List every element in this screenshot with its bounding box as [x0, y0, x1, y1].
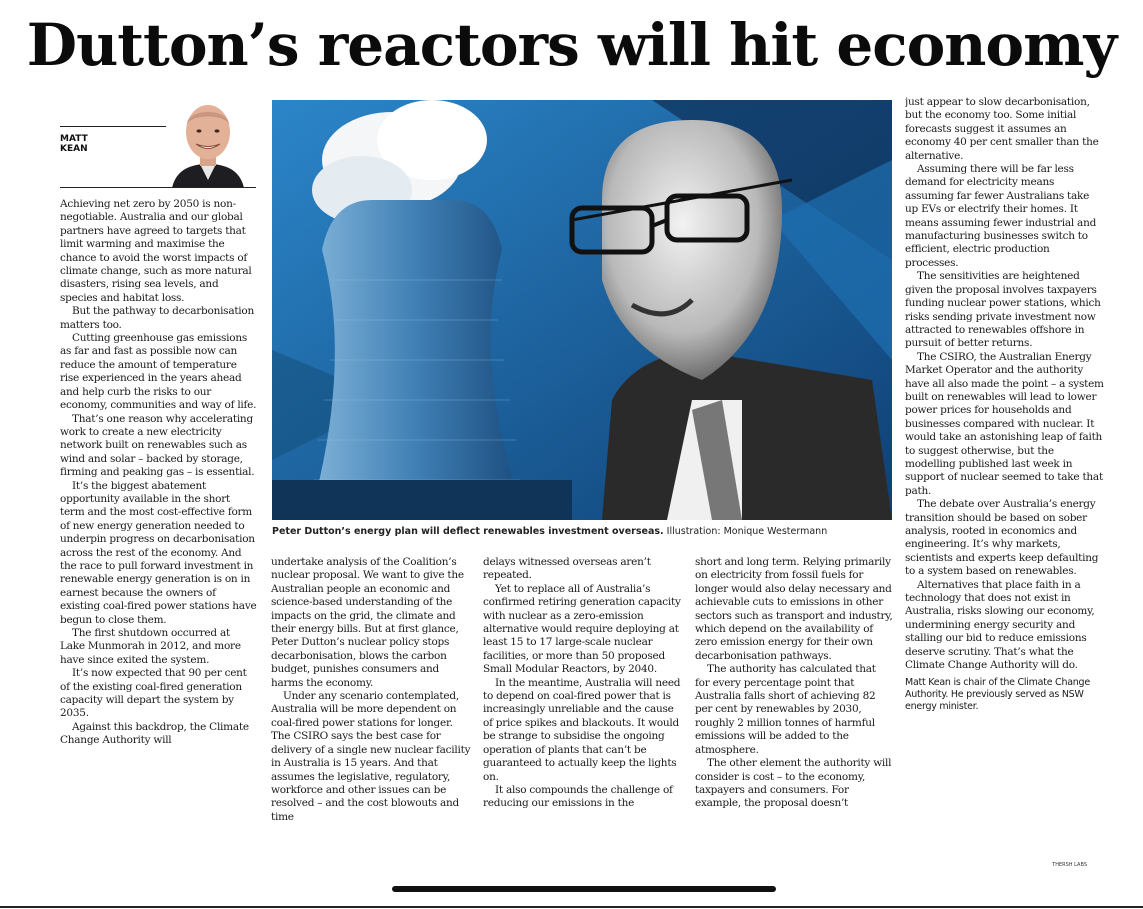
dutton-cooling-tower-illustration-icon: [272, 100, 892, 520]
home-indicator[interactable]: [392, 886, 776, 892]
column-3: delays witnessed overseas aren’t repeate…: [483, 556, 681, 856]
column-2: undertake analysis of the Coalition’s nu…: [271, 556, 471, 856]
bottom-border: [0, 906, 1143, 908]
photo-credit: Illustration: Monique Westermann: [666, 526, 828, 537]
caption-text: Peter Dutton’s energy plan will deflect …: [272, 526, 664, 537]
paragraph: It’s the biggest abatement opportunity a…: [60, 479, 257, 626]
paragraph: The authority has calculated that for ev…: [695, 663, 876, 756]
paragraph: The CSIRO, the Australian Energy Market …: [905, 350, 1104, 497]
paragraph: The debate over Australia’s energy trans…: [905, 498, 1099, 578]
column-4: short and long term. Relying primarily o…: [695, 556, 893, 856]
byline-rule: [60, 126, 168, 127]
main-illustration: [272, 100, 892, 520]
column-5: just appear to slow decarbonisation, but…: [905, 96, 1105, 856]
paragraph: It also compounds the challenge of reduc…: [483, 783, 673, 810]
byline-last-name: KEAN: [60, 144, 88, 154]
paragraph: But the pathway to decarbonisation matte…: [60, 305, 254, 331]
author-bio: Matt Kean is chair of the Climate Change…: [905, 677, 1090, 713]
byline-divider: [60, 187, 256, 188]
paragraph: Yet to replace all of Australia’s confir…: [483, 582, 681, 676]
column-1: Achieving net zero by 2050 is non-negoti…: [60, 198, 257, 858]
paragraph: It’s now expected that 90 per cent of th…: [60, 667, 247, 720]
paragraph: Achieving net zero by 2050 is non-negoti…: [60, 198, 252, 304]
paragraph: Under any scenario contemplated, Austral…: [271, 690, 471, 823]
paragraph: The other element the authority will con…: [695, 757, 892, 810]
paragraph: Against this backdrop, the Climate Chang…: [60, 720, 249, 747]
byline-first-name: MATT: [60, 134, 88, 144]
paragraph: The first shutdown occurred at Lake Munm…: [60, 627, 241, 666]
author-headshot-icon: [166, 100, 250, 188]
headline: Dutton’s reactors will hit economy: [26, 11, 1117, 79]
paragraph: Assuming there will be far less demand f…: [905, 163, 1097, 269]
paragraph: Alternatives that place faith in a techn…: [905, 578, 1095, 672]
paragraph: undertake analysis of the Coalition’s nu…: [271, 556, 464, 689]
paragraph: In the meantime, Australia will need to …: [483, 676, 681, 783]
paragraph: delays witnessed overseas aren’t repeate…: [483, 556, 651, 582]
paragraph: The sensitivities are heightened given t…: [905, 270, 1101, 350]
page-tag: THERSH LABS: [1052, 862, 1087, 868]
photo-caption: Peter Dutton’s energy plan will deflect …: [272, 526, 897, 537]
paragraph: short and long term. Relying primarily o…: [695, 556, 893, 662]
paragraph: Cutting greenhouse gas emissions as far …: [60, 332, 257, 412]
paragraph: That’s one reason why accelerating work …: [60, 412, 255, 479]
byline: MATT KEAN: [60, 134, 170, 154]
paragraph: just appear to slow decarbonisation, but…: [905, 96, 1099, 162]
